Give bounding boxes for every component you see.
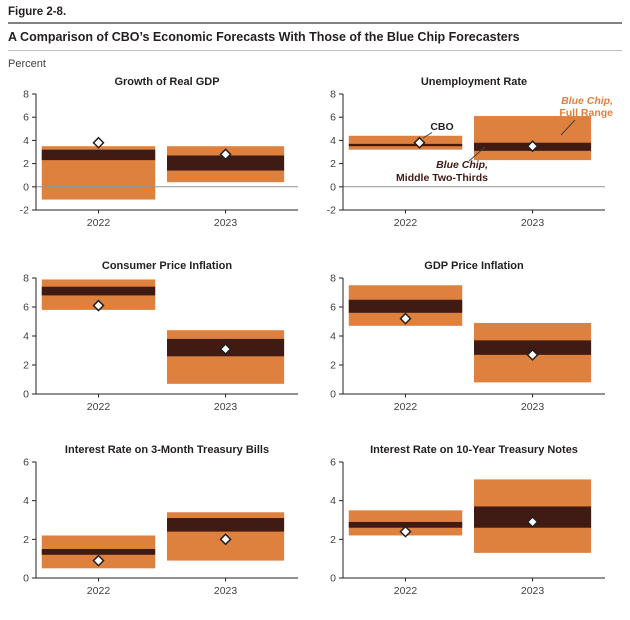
cbo-marker-2022 [413, 136, 426, 149]
y-tick-label: 6 [23, 457, 29, 469]
x-tick-label: 2022 [394, 217, 418, 229]
cbo-marker-2022 [92, 136, 105, 149]
full-range-bar-2022 [348, 135, 463, 150]
y-tick-label: 8 [330, 273, 336, 285]
y-tick-label: 6 [23, 112, 29, 124]
cbo-marker-2022 [92, 299, 105, 312]
middle-two-thirds-bar-2022 [41, 286, 156, 296]
header-rule-dark [8, 22, 622, 24]
y-tick-label: 6 [330, 302, 336, 314]
middle-two-thirds-bar-2022 [41, 549, 156, 555]
legend-full-range-label-line2: Full Range [559, 107, 613, 119]
x-tick-label: 2022 [87, 217, 111, 229]
legend-cbo-callout-line [422, 132, 433, 139]
chart-title: Interest Rate on 3-Month Treasury Bills [65, 444, 269, 456]
chart-title: Consumer Price Inflation [102, 260, 232, 272]
y-tick-label: 4 [23, 495, 29, 507]
middle-two-thirds-bar-2023 [474, 340, 592, 355]
cbo-marker-2023 [219, 533, 232, 546]
y-tick-label: 8 [330, 89, 336, 101]
cbo-marker-2022 [399, 525, 412, 538]
figure-title: A Comparison of CBO’s Economic Forecasts… [8, 30, 520, 44]
header-rule-light [8, 50, 622, 51]
y-tick-label: 2 [23, 534, 29, 546]
y-tick-label: 6 [23, 302, 29, 314]
charts-grid: Growth of Real GDP -2 0 2 4 6 8 2022 2023 Unemplo… [8, 74, 622, 606]
cbo-marker-2023 [219, 342, 232, 356]
cbo-marker-2023 [526, 140, 539, 153]
chart-title: Interest Rate on 10-Year Treasury Notes [370, 444, 578, 456]
chart-gdp-price-inflation: GDP Price Inflation 0 2 4 6 8 2022 2023 [330, 260, 605, 413]
legend-cbo-label: CBO [430, 121, 453, 133]
y-tick-label: -2 [327, 205, 336, 217]
middle-two-thirds-bar-2022 [348, 521, 463, 528]
legend-full-range-label-line1: Blue Chip, [561, 95, 613, 107]
figure-page: Figure 2-8. A Comparison of CBO’s Econom… [8, 6, 622, 606]
chart-title: Growth of Real GDP [114, 76, 219, 88]
legend-middle-label-line1: Blue Chip, [436, 159, 488, 171]
y-tick-label: 0 [23, 389, 29, 401]
x-tick-label: 2023 [214, 217, 238, 229]
full-range-bar-2023 [474, 116, 592, 161]
x-tick-label: 2023 [214, 585, 238, 597]
unit-label: Percent [8, 58, 46, 70]
y-tick-label: -2 [20, 205, 29, 217]
chart-container-interest-rate-on-10-year-treasury-notes: Interest Rate on 10-Year Treasury Notes 0… [315, 442, 622, 606]
cbo-marker-2023 [219, 148, 232, 161]
legend-middle-label-line2: Middle Two-Thirds [396, 172, 488, 184]
y-tick-label: 0 [23, 573, 29, 585]
legend-middle-callout-line [468, 146, 486, 162]
chart-interest-rate-on-10-year-treasury-notes: Interest Rate on 10-Year Treasury Notes 0… [330, 444, 605, 597]
middle-two-thirds-bar-2022 [41, 149, 156, 161]
y-tick-label: 4 [330, 331, 336, 343]
y-tick-label: 8 [23, 89, 29, 101]
x-tick-label: 2022 [87, 401, 111, 413]
cbo-marker-2022 [92, 554, 105, 567]
x-tick-label: 2023 [521, 217, 545, 229]
cbo-marker-2023 [526, 515, 539, 528]
y-tick-label: 4 [23, 135, 29, 147]
chart-container-growth-of-real-gdp: Growth of Real GDP -2 0 2 4 6 8 2022 2023 [8, 74, 315, 238]
x-tick-label: 2023 [521, 585, 545, 597]
middle-two-thirds-bar-2022 [348, 143, 463, 147]
y-tick-label: 0 [23, 181, 29, 193]
y-tick-label: 0 [330, 389, 336, 401]
middle-two-thirds-bar-2023 [167, 155, 285, 171]
y-tick-label: 8 [23, 273, 29, 285]
legend-full-range-callout-line [560, 119, 576, 136]
x-tick-label: 2022 [394, 585, 418, 597]
y-tick-label: 0 [330, 181, 336, 193]
middle-two-thirds-bar-2022 [348, 299, 463, 313]
chart-title: GDP Price Inflation [424, 260, 524, 272]
cbo-marker-2022 [399, 312, 412, 325]
x-tick-label: 2023 [521, 401, 545, 413]
chart-container-unemployment-rate: Unemployment Rate -2 0 2 4 6 8 2022 2023 CBO Blue … [315, 74, 622, 238]
y-tick-label: 2 [23, 360, 29, 372]
full-range-bar-2023 [167, 330, 285, 384]
chart-container-gdp-price-inflation: GDP Price Inflation 0 2 4 6 8 2022 2023 [315, 258, 622, 422]
y-tick-label: 6 [330, 112, 336, 124]
chart-consumer-price-inflation: Consumer Price Inflation 0 2 4 6 8 2022 2023 [23, 260, 298, 413]
cbo-marker-2023 [526, 348, 539, 361]
y-tick-label: 6 [330, 457, 336, 469]
y-tick-label: 2 [330, 158, 336, 170]
y-tick-label: 4 [330, 495, 336, 507]
y-tick-label: 4 [23, 331, 29, 343]
x-tick-label: 2022 [87, 585, 111, 597]
y-tick-label: 0 [330, 573, 336, 585]
y-tick-label: 4 [330, 135, 336, 147]
y-tick-label: 2 [330, 360, 336, 372]
chart-growth-of-real-gdp: Growth of Real GDP -2 0 2 4 6 8 2022 2023 [20, 76, 298, 229]
x-tick-label: 2023 [214, 401, 238, 413]
y-tick-label: 2 [23, 158, 29, 170]
chart-container-interest-rate-on-3-month-treasury-bills: Interest Rate on 3-Month Treasury Bills 0… [8, 442, 315, 606]
chart-container-consumer-price-inflation: Consumer Price Inflation 0 2 4 6 8 2022 2023 [8, 258, 315, 422]
middle-two-thirds-bar-2023 [167, 518, 285, 532]
y-tick-label: 2 [330, 534, 336, 546]
figure-label: Figure 2-8. [8, 6, 67, 18]
chart-title: Unemployment Rate [421, 76, 527, 88]
x-tick-label: 2022 [394, 401, 418, 413]
chart-unemployment-rate: Unemployment Rate -2 0 2 4 6 8 2022 2023 CBO Blue … [327, 76, 614, 229]
chart-interest-rate-on-3-month-treasury-bills: Interest Rate on 3-Month Treasury Bills 0… [23, 444, 298, 597]
